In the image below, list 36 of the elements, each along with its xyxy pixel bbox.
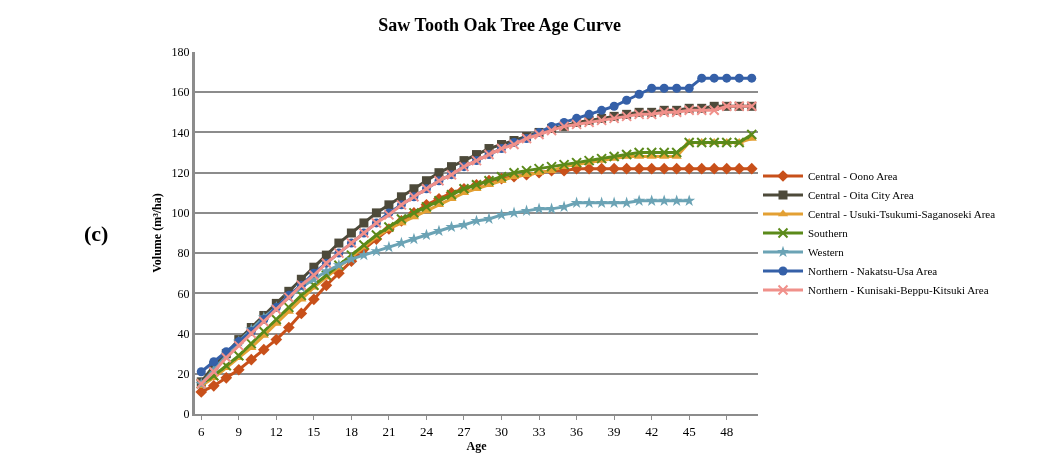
x-tick-label: 18: [344, 423, 358, 439]
x-tick-label: 24: [419, 423, 434, 439]
y-tick-label: 160: [171, 85, 190, 100]
x-tick-label: 42: [645, 423, 659, 439]
x-tick-label: 21: [382, 423, 396, 439]
legend-label: Northern - Nakatsu-Usa Area: [808, 265, 938, 278]
legend-label: Western: [808, 246, 845, 259]
legend-label: Central - Oono Area: [808, 170, 898, 183]
chart-title: Saw Tooth Oak Tree Age Curve: [378, 15, 621, 36]
x-tick-label: 12: [269, 423, 283, 439]
x-tick-label: 33: [532, 423, 546, 439]
text: (c): [84, 221, 109, 246]
legend-label: Central - Oita City Area: [808, 189, 914, 202]
legend-label: Central - Usuki-Tsukumi-Saganoseki Area: [808, 208, 996, 221]
legend-label: Northern - Kunisaki-Beppu-Kitsuki Area: [808, 284, 989, 297]
legend-label: Southern: [808, 227, 849, 240]
x-axis-title: Age: [466, 439, 488, 453]
y-tick-label: 120: [171, 165, 190, 180]
y-tick-label: 0: [183, 407, 190, 422]
x-tick-label: 9: [235, 423, 243, 439]
x-tick-label: 48: [720, 423, 734, 439]
y-tick-label: 80: [177, 246, 190, 261]
y-tick-label: 20: [177, 366, 190, 381]
y-tick-label: 100: [171, 206, 190, 221]
x-tick-label: 36: [570, 423, 584, 439]
y-tick-label: 40: [177, 326, 190, 341]
y-axis-title: Volume (m³/ha): [149, 193, 164, 273]
y-tick-label: 60: [177, 286, 190, 301]
x-tick-label: 15: [307, 423, 321, 439]
x-tick-label: 30: [495, 423, 509, 439]
x-tick-label: 45: [682, 423, 696, 439]
y-tick-label: 180: [171, 45, 190, 60]
x-tick-label: 39: [607, 423, 621, 439]
x-tick-label: 27: [457, 423, 471, 439]
x-tick-label: 6: [198, 423, 206, 439]
y-tick-label: 140: [171, 125, 190, 140]
